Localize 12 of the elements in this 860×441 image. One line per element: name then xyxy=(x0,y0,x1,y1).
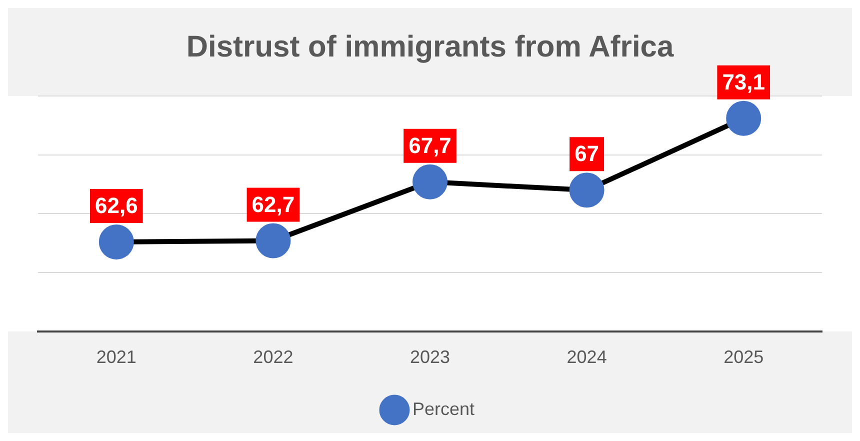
data-label: 62,6 xyxy=(94,193,138,218)
data-label: 67 xyxy=(574,141,600,166)
data-label: 62,7 xyxy=(252,192,295,217)
legend-label: Percent xyxy=(412,398,475,419)
data-label: 67,7 xyxy=(408,132,452,158)
chart-title: Distrust of immigrants from Africa xyxy=(186,30,674,64)
x-tick-label: 2024 xyxy=(566,347,607,368)
x-tick-label: 2025 xyxy=(724,347,764,368)
data-label: 73,1 xyxy=(722,69,766,94)
x-tick-label: 2021 xyxy=(96,347,136,368)
x-tick-label: 2022 xyxy=(253,347,294,368)
x-tick-label: 2023 xyxy=(410,347,450,368)
